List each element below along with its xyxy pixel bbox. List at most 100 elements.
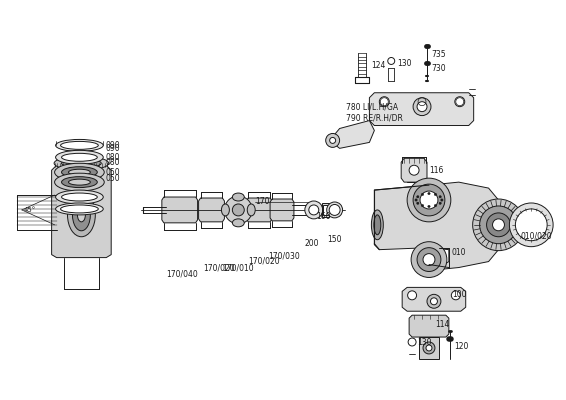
Polygon shape: [419, 337, 439, 359]
Circle shape: [428, 192, 430, 195]
Circle shape: [420, 191, 438, 209]
Circle shape: [426, 345, 432, 351]
Text: 080: 080: [105, 158, 120, 167]
Circle shape: [417, 248, 441, 272]
Circle shape: [233, 204, 245, 216]
Text: 200: 200: [305, 239, 319, 248]
Ellipse shape: [62, 153, 97, 161]
Text: 050: 050: [105, 174, 120, 183]
Circle shape: [329, 138, 336, 143]
Ellipse shape: [54, 156, 109, 170]
Circle shape: [409, 165, 419, 175]
Circle shape: [434, 193, 436, 196]
Text: 780 LI/L.H/GA: 780 LI/L.H/GA: [346, 102, 398, 111]
Text: 090: 090: [105, 144, 120, 153]
Polygon shape: [52, 165, 111, 258]
Ellipse shape: [62, 193, 97, 201]
Text: 170/020: 170/020: [204, 263, 235, 272]
Ellipse shape: [61, 205, 98, 213]
Ellipse shape: [78, 208, 85, 222]
Ellipse shape: [72, 199, 91, 231]
Polygon shape: [199, 198, 224, 222]
Text: 160: 160: [316, 212, 331, 221]
Circle shape: [439, 202, 441, 204]
Circle shape: [479, 206, 517, 244]
Circle shape: [379, 97, 389, 107]
Circle shape: [516, 209, 547, 241]
Circle shape: [325, 134, 340, 147]
Circle shape: [305, 201, 323, 219]
Text: 735: 735: [431, 50, 445, 58]
Text: 124: 124: [371, 62, 386, 70]
Ellipse shape: [67, 193, 95, 237]
Ellipse shape: [54, 173, 104, 191]
Text: 150: 150: [328, 235, 342, 244]
Ellipse shape: [62, 159, 101, 168]
Text: 730: 730: [431, 64, 445, 74]
Text: 170/010: 170/010: [222, 263, 254, 272]
Circle shape: [487, 213, 511, 237]
Text: 170/040: 170/040: [166, 270, 198, 279]
Text: 130: 130: [417, 338, 431, 346]
Ellipse shape: [247, 204, 255, 216]
Circle shape: [411, 242, 447, 278]
Text: 080: 080: [105, 153, 120, 162]
Text: 790 RE/R.H/DR: 790 RE/R.H/DR: [346, 113, 402, 122]
Polygon shape: [162, 197, 198, 223]
Ellipse shape: [68, 179, 91, 185]
Text: 170/020: 170/020: [248, 256, 280, 265]
Circle shape: [451, 291, 460, 300]
Text: 050: 050: [105, 168, 120, 177]
Polygon shape: [401, 158, 427, 182]
Ellipse shape: [374, 215, 381, 235]
Circle shape: [417, 202, 419, 204]
Ellipse shape: [61, 142, 98, 149]
Circle shape: [224, 196, 252, 224]
Circle shape: [408, 291, 417, 300]
Polygon shape: [402, 287, 466, 311]
Ellipse shape: [68, 169, 91, 175]
Text: 114: 114: [435, 320, 449, 329]
Circle shape: [427, 294, 441, 308]
Text: 010: 010: [452, 248, 466, 257]
Text: 120: 120: [454, 342, 468, 352]
Ellipse shape: [233, 193, 245, 201]
Ellipse shape: [55, 150, 103, 164]
Text: 116: 116: [429, 166, 443, 175]
Circle shape: [509, 203, 553, 247]
Circle shape: [473, 199, 524, 251]
Ellipse shape: [54, 163, 104, 181]
Circle shape: [428, 205, 430, 208]
Circle shape: [408, 338, 416, 346]
Circle shape: [455, 97, 465, 107]
Ellipse shape: [233, 219, 245, 227]
Text: 170/030: 170/030: [268, 251, 300, 260]
Ellipse shape: [55, 190, 103, 204]
Polygon shape: [409, 315, 449, 337]
Circle shape: [407, 178, 451, 222]
Polygon shape: [270, 199, 294, 221]
Circle shape: [329, 204, 340, 215]
Circle shape: [421, 204, 424, 207]
Polygon shape: [374, 182, 504, 270]
Ellipse shape: [62, 167, 97, 178]
Circle shape: [415, 199, 417, 201]
Text: 45°: 45°: [24, 207, 36, 213]
Ellipse shape: [221, 204, 229, 216]
Text: 090: 090: [105, 141, 120, 150]
Circle shape: [388, 58, 395, 64]
Circle shape: [423, 342, 435, 354]
Text: 170: 170: [255, 198, 269, 206]
Circle shape: [413, 98, 431, 116]
Circle shape: [309, 205, 319, 215]
Circle shape: [423, 254, 435, 266]
Circle shape: [439, 196, 441, 198]
Ellipse shape: [371, 210, 383, 240]
Circle shape: [327, 202, 342, 218]
Circle shape: [492, 219, 504, 231]
Ellipse shape: [55, 203, 103, 215]
Text: 130: 130: [397, 60, 411, 68]
Circle shape: [413, 184, 445, 216]
Circle shape: [431, 298, 438, 305]
Circle shape: [421, 193, 424, 196]
